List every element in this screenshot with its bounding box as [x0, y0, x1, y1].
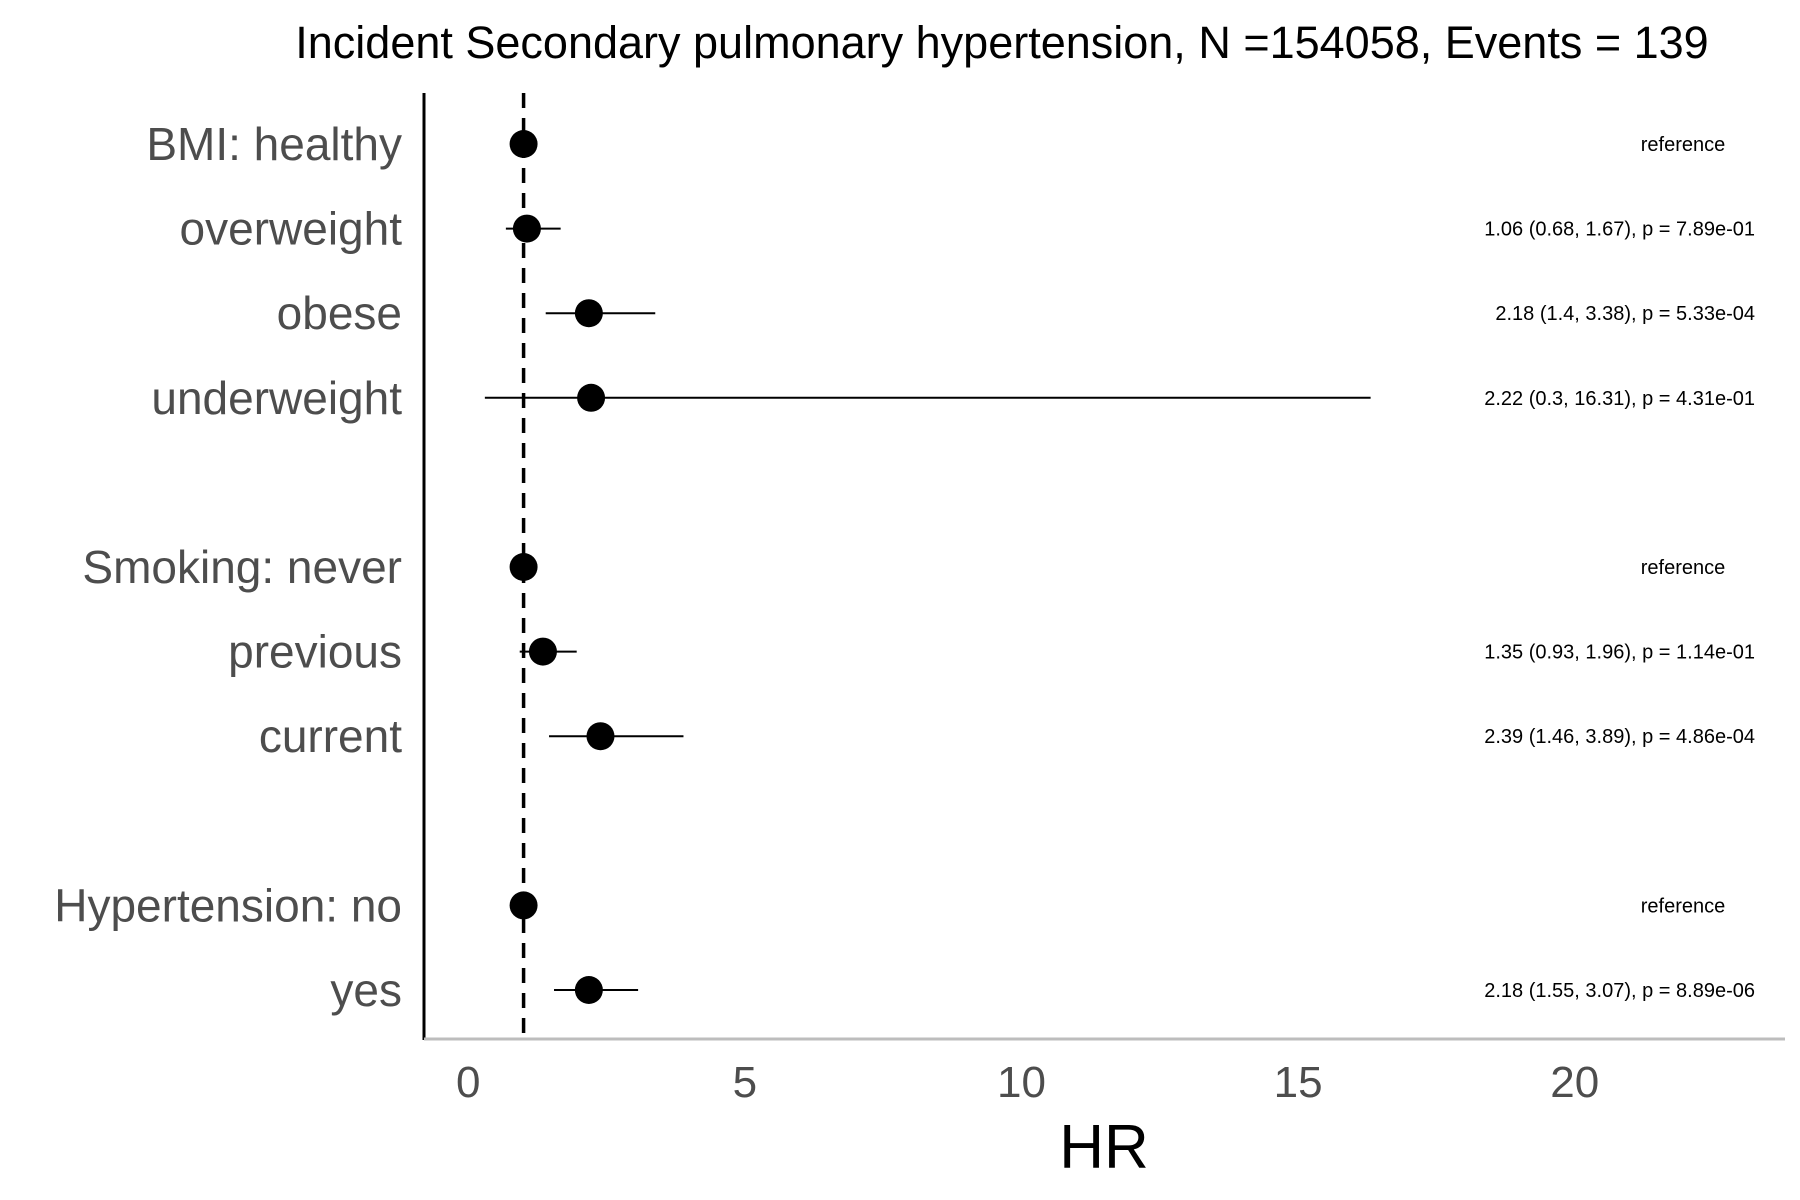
hr-point — [509, 891, 538, 920]
row-label: Hypertension: no — [54, 879, 402, 931]
hr-point — [577, 383, 606, 412]
estimate-annotation: 2.18 (1.4, 3.38), p = 5.33e-04 — [1495, 303, 1755, 325]
chart-title: Incident Secondary pulmonary hypertensio… — [295, 17, 1708, 68]
hr-point — [528, 637, 557, 666]
row-label: previous — [228, 626, 402, 678]
x-tick-label: 20 — [1550, 1058, 1599, 1107]
row-label: Smoking: never — [82, 541, 402, 593]
hr-point — [586, 722, 615, 751]
x-tick-label: 0 — [456, 1058, 480, 1107]
row-label: current — [259, 710, 402, 762]
estimate-annotation: reference — [1641, 134, 1726, 156]
x-tick-label: 5 — [733, 1058, 757, 1107]
x-axis-title: HR — [1059, 1113, 1149, 1182]
row-label: underweight — [151, 372, 402, 424]
plot-area: 0 5 10 15 20 BMI: healthy reference overweight 1… — [54, 93, 1755, 1107]
hr-point — [512, 214, 541, 243]
estimate-annotation: 1.06 (0.68, 1.67), p = 7.89e-01 — [1484, 219, 1755, 241]
row-label: obese — [277, 287, 402, 339]
x-tick-label: 10 — [997, 1058, 1046, 1107]
estimate-annotation: 1.35 (0.93, 1.96), p = 1.14e-01 — [1484, 642, 1755, 664]
row-label: BMI: healthy — [146, 118, 402, 170]
estimate-annotation: 2.18 (1.55, 3.07), p = 8.89e-06 — [1484, 980, 1755, 1002]
estimate-annotation: 2.39 (1.46, 3.89), p = 4.86e-04 — [1484, 726, 1755, 748]
estimate-annotation: 2.22 (0.3, 16.31), p = 4.31e-01 — [1484, 388, 1755, 410]
x-tick-label: 15 — [1274, 1058, 1323, 1107]
estimate-annotation: reference — [1641, 895, 1726, 917]
hr-point — [509, 553, 538, 581]
hr-point — [574, 299, 603, 328]
hr-point — [509, 130, 538, 158]
estimate-annotation: reference — [1641, 557, 1726, 579]
row-label: overweight — [180, 203, 403, 255]
row-label: yes — [330, 964, 402, 1016]
hr-point — [574, 976, 603, 1004]
